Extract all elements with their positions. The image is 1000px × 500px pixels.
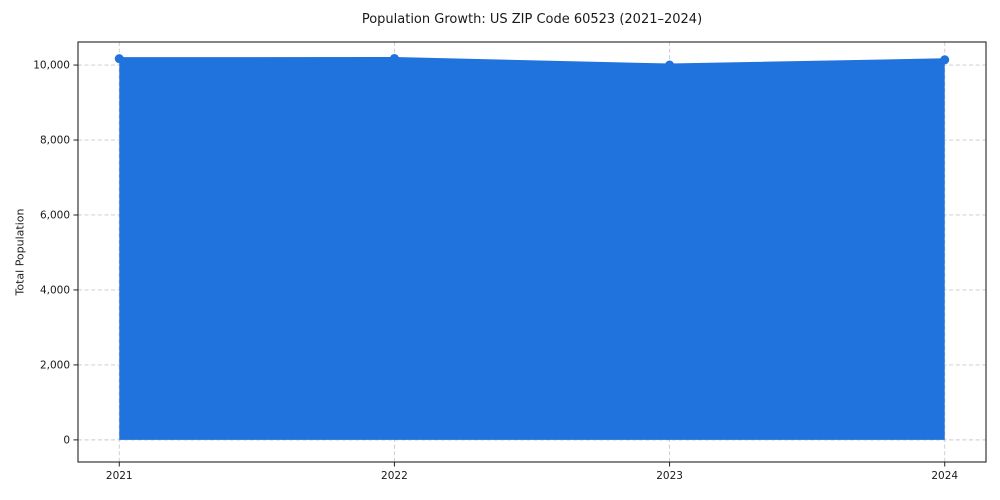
plot-border: [77, 41, 987, 463]
y-tick-label: 10,000: [33, 60, 70, 72]
y-tick-label: 4,000: [40, 284, 70, 296]
y-tick-label: 0: [63, 434, 70, 446]
data-point-marker: [389, 53, 399, 63]
x-tick-label: 2024: [931, 470, 958, 482]
data-point-marker: [114, 54, 124, 64]
chart-title: Population Growth: US ZIP Code 60523 (20…: [361, 12, 703, 27]
series-line: [117, 56, 947, 67]
y-tick-label: 8,000: [40, 135, 70, 147]
x-tick-label: 2023: [656, 470, 683, 482]
x-tick-label: 2021: [106, 470, 133, 482]
area-fill: [119, 58, 945, 440]
data-point-marker: [665, 60, 675, 70]
data-point-marker: [940, 55, 950, 65]
y-tick-label: 6,000: [40, 209, 70, 221]
y-tick-label: 2,000: [40, 359, 70, 371]
x-tick-label: 2022: [381, 470, 408, 482]
